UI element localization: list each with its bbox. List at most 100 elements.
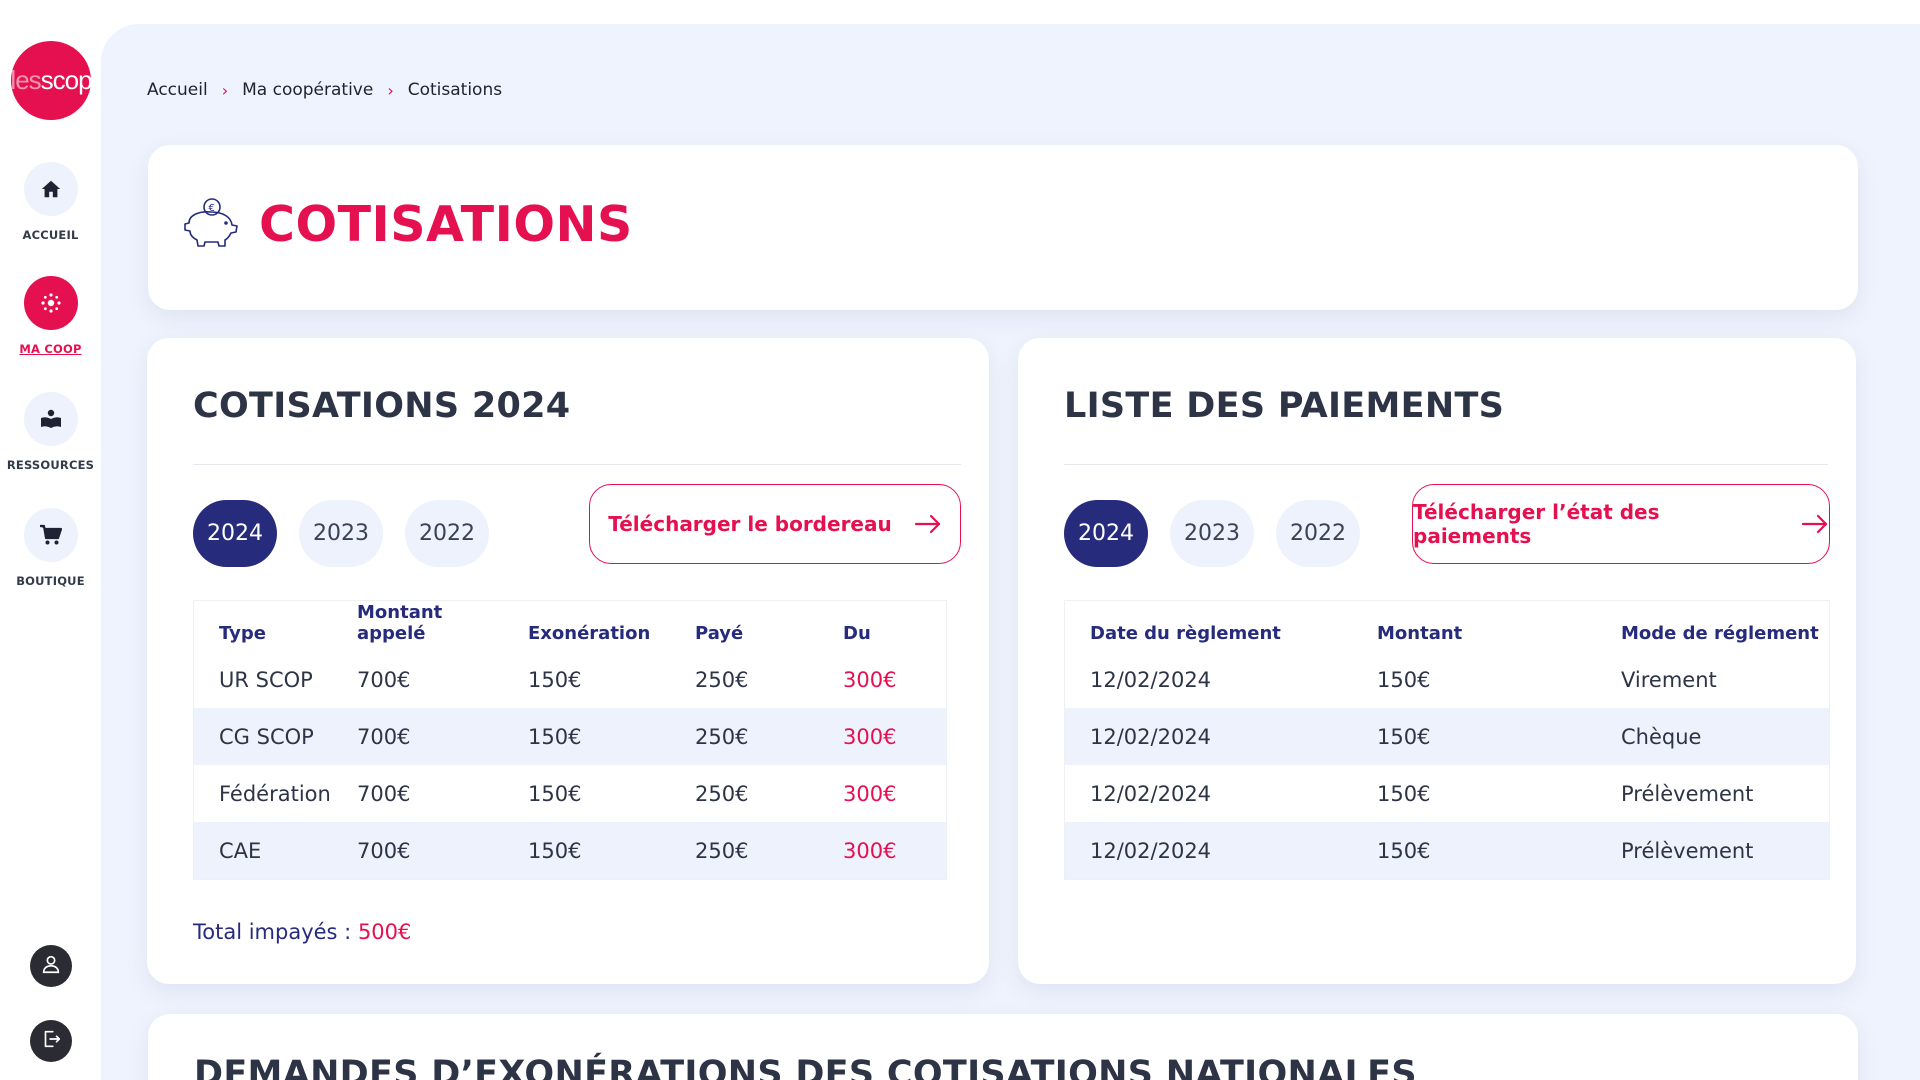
cell-type: UR SCOP [219,667,313,692]
year-tab-2022[interactable]: 2022 [1276,500,1360,567]
cell-paye: 250€ [695,667,749,692]
arrow-right-icon [1801,514,1829,534]
exonerations-card: DEMANDES D’EXONÉRATIONS DES COTISATIONS … [148,1014,1858,1080]
cell-du: 300€ [843,781,897,806]
cotisations-year-tabs: 2024 2023 2022 [193,500,511,567]
column-header: Exonération [528,623,651,644]
breadcrumb-current: Cotisations [407,80,503,100]
divider [193,464,961,465]
nav-item-boutique[interactable]: BOUTIQUE [0,508,101,588]
cell-montant-appele: 700€ [357,667,411,692]
table-row: CAE 700€ 150€ 250€ 300€ [194,822,946,879]
cart-icon [23,508,78,562]
table-row: 12/02/2024 150€ Prélèvement [1065,822,1829,879]
cell-date: 12/02/2024 [1090,667,1212,692]
cell-exoneration: 150€ [528,667,582,692]
download-bordereau-button[interactable]: Télécharger le bordereau [589,484,961,564]
column-header: Date du règlement [1090,623,1281,644]
column-header: Payé [695,623,744,644]
table-row: 12/02/2024 150€ Prélèvement [1065,765,1829,822]
cell-mode: Virement [1621,667,1717,692]
download-etat-paiements-button[interactable]: Télécharger l’état des paiements [1412,484,1830,564]
column-header: Mode de réglement [1621,623,1819,644]
cell-type: CG SCOP [219,724,314,749]
cell-du: 300€ [843,667,897,692]
page-title: COTISATIONS [259,195,633,253]
logout-icon [40,1028,62,1054]
paiements-title: LISTE DES PAIEMENTS [1064,386,1505,426]
nav-item-accueil[interactable]: ACCUEIL [0,162,101,242]
download-etat-paiements-label: Télécharger l’état des paiements [1413,500,1660,548]
nav-label-ma-coop: MA COOP [19,342,82,356]
cell-montant: 150€ [1377,667,1431,692]
breadcrumb-link-ma-cooperative[interactable]: Ma coopérative [242,80,374,100]
cell-du: 300€ [843,724,897,749]
home-icon [23,162,78,216]
year-tab-2024[interactable]: 2024 [1064,500,1148,567]
cell-mode: Chèque [1621,724,1702,749]
paiements-year-tabs: 2024 2023 2022 [1064,500,1382,567]
cell-montant: 150€ [1377,724,1431,749]
table-header: Date du règlement Montant Mode de réglem… [1065,601,1829,651]
cell-type: Fédération [219,781,331,806]
cotisations-title: COTISATIONS 2024 [193,386,571,426]
total-impayes-label: Total impayés : [193,920,358,944]
cell-montant: 150€ [1377,781,1431,806]
cell-mode: Prélèvement [1621,838,1754,863]
download-bordereau-label: Télécharger le bordereau [608,512,892,536]
breadcrumb: Accueil › Ma coopérative › Cotisations [147,80,502,100]
page-title-card: € COTISATIONS [148,145,1858,310]
arrow-right-icon [914,514,942,534]
column-header: Type [219,623,266,644]
coop-icon [23,276,78,330]
cotisations-card: COTISATIONS 2024 2024 2023 2022 Téléchar… [147,338,989,984]
chevron-right-icon: › [387,80,394,100]
cell-exoneration: 150€ [528,724,582,749]
cell-date: 12/02/2024 [1090,724,1212,749]
logout-button[interactable] [30,1020,72,1062]
book-icon [23,392,78,446]
exonerations-title: DEMANDES D’EXONÉRATIONS DES COTISATIONS … [194,1054,1417,1080]
nav-item-ma-coop[interactable]: MA COOP [0,276,101,356]
total-impayes: Total impayés : 500€ [193,920,411,944]
table-row: Fédération 700€ 150€ 250€ 300€ [194,765,946,822]
cell-paye: 250€ [695,838,749,863]
main-content: Accueil › Ma coopérative › Cotisations €… [101,24,1920,1080]
user-icon [40,953,62,979]
column-header: Du [843,623,871,644]
logo-text-les: les [10,65,41,95]
cell-montant-appele: 700€ [357,724,411,749]
cell-exoneration: 150€ [528,838,582,863]
table-header: Type Montant appelé Exonération Payé Du [194,601,946,651]
cell-paye: 250€ [695,724,749,749]
cell-type: CAE [219,838,262,863]
table-row: 12/02/2024 150€ Virement [1065,651,1829,708]
year-tab-2024[interactable]: 2024 [193,500,277,567]
sidebar: les scop ACCUEIL MA COOP RESSOURCES [0,0,101,1080]
cell-mode: Prélèvement [1621,781,1754,806]
logo-text-scop: scop [40,65,93,95]
nav-label-boutique: BOUTIQUE [16,574,85,588]
cotisations-table: Type Montant appelé Exonération Payé Du … [193,600,947,880]
year-tab-2022[interactable]: 2022 [405,500,489,567]
table-row: 12/02/2024 150€ Chèque [1065,708,1829,765]
column-header: Montant appelé [357,602,443,644]
svg-text:€: € [209,203,215,214]
year-tab-2023[interactable]: 2023 [299,500,383,567]
breadcrumb-link-accueil[interactable]: Accueil [147,80,208,100]
paiements-table: Date du règlement Montant Mode de réglem… [1064,600,1830,880]
cell-montant-appele: 700€ [357,781,411,806]
user-profile-button[interactable] [30,945,72,987]
lescop-logo[interactable]: les scop [10,41,93,120]
cell-date: 12/02/2024 [1090,838,1212,863]
chevron-right-icon: › [221,80,229,100]
cell-paye: 250€ [695,781,749,806]
nav-item-ressources[interactable]: RESSOURCES [0,392,101,472]
cell-du: 300€ [843,838,897,863]
table-row: UR SCOP 700€ 150€ 250€ 300€ [194,651,946,708]
cell-exoneration: 150€ [528,781,582,806]
cell-montant: 150€ [1377,838,1431,863]
year-tab-2023[interactable]: 2023 [1170,500,1254,567]
total-impayes-value: 500€ [357,920,412,944]
cell-date: 12/02/2024 [1090,781,1212,806]
